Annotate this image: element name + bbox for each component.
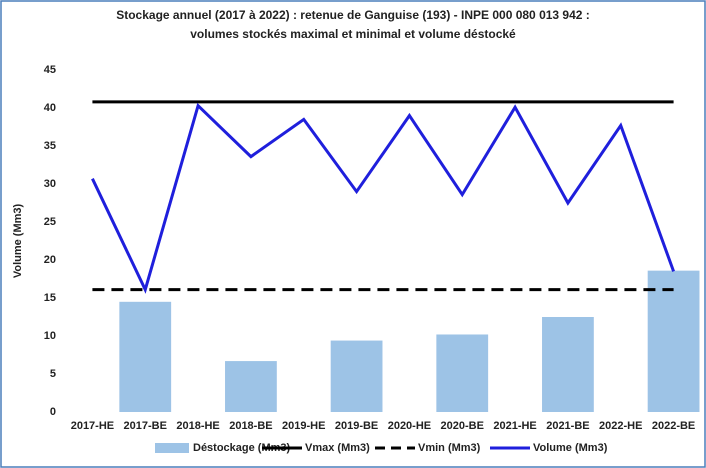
bar bbox=[225, 361, 277, 412]
y-tick-label: 20 bbox=[44, 254, 56, 266]
bar bbox=[330, 340, 383, 412]
x-tick-label: 2019-BE bbox=[335, 420, 378, 432]
line-series bbox=[91, 102, 675, 294]
x-tick-label: 2022-BE bbox=[652, 420, 695, 432]
y-tick-label: 30 bbox=[44, 178, 56, 190]
x-tick-label: 2017-HE bbox=[71, 420, 114, 432]
bar bbox=[647, 270, 700, 412]
x-tick-label: 2019-HE bbox=[282, 420, 325, 432]
y-tick-label: 0 bbox=[50, 406, 56, 418]
y-tick-label: 10 bbox=[44, 330, 56, 342]
chart-title: Stockage annuel (2017 à 2022) : retenue … bbox=[116, 8, 590, 22]
y-tick-label: 40 bbox=[44, 102, 56, 114]
y-tick-label: 5 bbox=[50, 368, 56, 380]
x-tick-label: 2018-HE bbox=[176, 420, 219, 432]
x-tick-label: 2021-HE bbox=[493, 420, 536, 432]
legend-label: Volume (Mm3) bbox=[533, 442, 608, 454]
y-axis-label: Volume (Mm3) bbox=[12, 203, 24, 278]
x-tick-label: 2022-HE bbox=[599, 420, 642, 432]
legend-label: Vmin (Mm3) bbox=[418, 442, 481, 454]
y-tick-label: 35 bbox=[44, 140, 56, 152]
x-tick-label: 2021-BE bbox=[546, 420, 589, 432]
bar bbox=[436, 334, 489, 412]
x-tick-label: 2020-BE bbox=[441, 420, 484, 432]
x-tick-label: 2018-BE bbox=[229, 420, 272, 432]
bar bbox=[119, 301, 172, 412]
legend-label: Déstockage (Mm3) bbox=[193, 442, 291, 454]
chart-title: volumes stockés maximal et minimal et vo… bbox=[190, 27, 516, 41]
legend-label: Vmax (Mm3) bbox=[305, 442, 370, 454]
x-tick-label: 2017-BE bbox=[124, 420, 167, 432]
y-tick-label: 25 bbox=[44, 216, 56, 228]
x-tick-label: 2020-HE bbox=[388, 420, 431, 432]
bar bbox=[542, 317, 594, 412]
y-tick-label: 15 bbox=[44, 292, 56, 304]
y-tick-label: 45 bbox=[44, 64, 56, 76]
legend-swatch bbox=[155, 443, 189, 453]
